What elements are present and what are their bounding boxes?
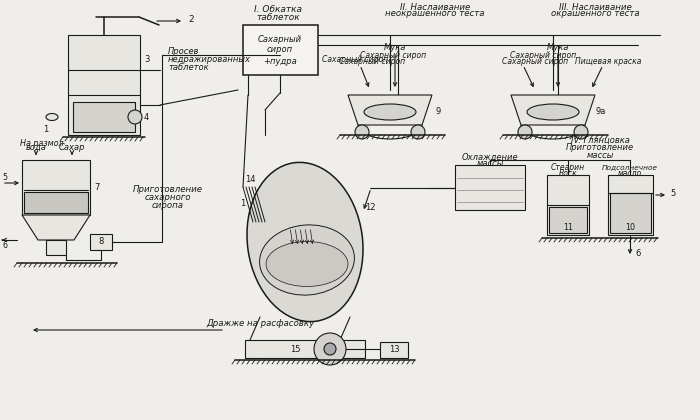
Text: 5: 5 <box>2 173 7 183</box>
Text: 6: 6 <box>2 241 7 249</box>
Text: таблеток: таблеток <box>256 13 300 21</box>
Bar <box>22 160 90 215</box>
Text: Приготовление: Приготовление <box>566 144 634 152</box>
Text: Дражже на расфасовку: Дражже на расфасовку <box>206 320 314 328</box>
Text: Сахар: Сахар <box>59 142 85 152</box>
Ellipse shape <box>46 113 58 121</box>
Text: Сахарный сироп: Сахарный сироп <box>322 55 388 65</box>
Ellipse shape <box>364 104 416 120</box>
Bar <box>380 342 408 358</box>
Text: недражированных: недражированных <box>168 55 251 65</box>
Text: II. Наслаивание: II. Наслаивание <box>400 3 470 11</box>
Text: Подсолнечное: Подсолнечное <box>602 164 658 170</box>
Text: 15: 15 <box>290 344 300 354</box>
Bar <box>46 240 66 255</box>
Text: +пудра: +пудра <box>263 57 297 66</box>
Text: 13: 13 <box>389 346 399 354</box>
Text: Стеарин: Стеарин <box>551 163 585 171</box>
Circle shape <box>574 125 588 139</box>
Circle shape <box>355 125 369 139</box>
Text: 6: 6 <box>636 249 640 257</box>
Text: 7: 7 <box>94 183 99 192</box>
Text: таблеток: таблеток <box>168 63 209 73</box>
Text: III. Наслаивание: III. Наслаивание <box>559 3 631 11</box>
Text: Приготовление: Приготовление <box>133 186 203 194</box>
Text: На размол: На размол <box>20 139 64 147</box>
Text: окрашенного теста: окрашенного теста <box>551 10 639 18</box>
Text: Сахарный сироп: Сахарный сироп <box>510 52 576 60</box>
Text: 5: 5 <box>671 189 676 197</box>
Bar <box>68 35 140 135</box>
Circle shape <box>314 333 346 365</box>
Text: 2: 2 <box>188 15 194 24</box>
Bar <box>610 193 651 233</box>
Ellipse shape <box>266 241 348 286</box>
Text: Просев: Просев <box>168 47 200 57</box>
Text: Пищевая краска: Пищевая краска <box>575 58 641 66</box>
Text: Сахарный сироп: Сахарный сироп <box>360 52 426 60</box>
Text: Сахарный сироп: Сахарный сироп <box>339 58 405 66</box>
Text: Мука: Мука <box>547 44 569 52</box>
Text: 3: 3 <box>144 55 149 65</box>
Bar <box>90 234 112 250</box>
Text: сахарного: сахарного <box>145 194 191 202</box>
Circle shape <box>324 343 336 355</box>
Text: неокрашенного теста: неокрашенного теста <box>385 10 484 18</box>
Text: массы: массы <box>587 152 614 160</box>
Text: масло: масло <box>618 170 642 178</box>
Text: 14: 14 <box>245 176 255 184</box>
Polygon shape <box>22 215 90 240</box>
Text: массы: массы <box>476 160 504 168</box>
Text: Мука: Мука <box>384 44 406 52</box>
Bar <box>73 102 135 132</box>
Text: 12: 12 <box>365 202 375 212</box>
Ellipse shape <box>527 104 579 120</box>
Text: 4: 4 <box>144 113 149 121</box>
Text: 1: 1 <box>43 126 48 134</box>
Bar <box>608 175 653 235</box>
Bar <box>455 165 525 210</box>
Polygon shape <box>511 95 595 125</box>
Text: сироп: сироп <box>267 45 293 55</box>
Circle shape <box>411 125 425 139</box>
Text: I. Обкатка: I. Обкатка <box>254 5 302 15</box>
Bar <box>245 340 365 358</box>
Polygon shape <box>348 95 432 125</box>
Ellipse shape <box>247 163 363 322</box>
Text: 10: 10 <box>625 223 635 231</box>
Text: Охлаждение: Охлаждение <box>462 152 518 162</box>
Text: IV. Глянцовка: IV. Глянцовка <box>570 136 629 144</box>
Text: 8: 8 <box>98 237 104 247</box>
Text: 1: 1 <box>240 200 246 208</box>
Bar <box>24 192 88 213</box>
Text: сиропа: сиропа <box>152 202 184 210</box>
Bar <box>549 207 587 233</box>
Text: Воск: Воск <box>559 170 578 178</box>
Text: 9: 9 <box>435 108 440 116</box>
Text: Сахарный: Сахарный <box>258 36 302 45</box>
Bar <box>243 25 318 75</box>
Bar <box>547 175 589 235</box>
Circle shape <box>518 125 532 139</box>
Circle shape <box>128 110 142 124</box>
Ellipse shape <box>260 225 354 295</box>
Text: вода: вода <box>26 142 46 152</box>
Text: 9а: 9а <box>596 108 606 116</box>
Text: Сахарный сироп: Сахарный сироп <box>502 58 568 66</box>
Text: 11: 11 <box>563 223 573 231</box>
